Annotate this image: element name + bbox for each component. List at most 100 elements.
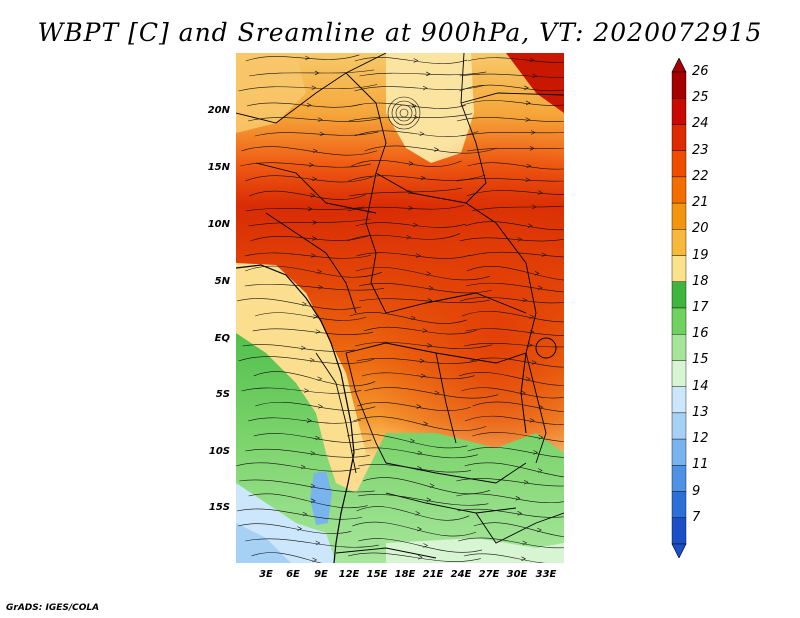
streamline-arrow bbox=[537, 527, 542, 533]
colorbar bbox=[671, 58, 687, 558]
streamline bbox=[244, 283, 385, 291]
streamline bbox=[248, 493, 368, 509]
streamline bbox=[460, 100, 564, 107]
streamline-vortex bbox=[387, 96, 421, 130]
streamline bbox=[249, 69, 375, 77]
streamline bbox=[238, 523, 352, 534]
streamline-arrow bbox=[417, 465, 423, 471]
streamline-arrow bbox=[522, 540, 528, 546]
streamline bbox=[358, 538, 483, 553]
streamline-arrow bbox=[423, 421, 429, 426]
streamline-arrow bbox=[411, 103, 417, 108]
streamline-arrow bbox=[415, 511, 421, 516]
streamline-arrow bbox=[534, 271, 540, 276]
lon-label: 30E bbox=[506, 569, 528, 580]
streamline bbox=[461, 131, 564, 137]
streamline bbox=[469, 251, 564, 258]
streamline bbox=[459, 84, 564, 92]
streamline bbox=[473, 522, 564, 537]
lake-tanganyika-outline bbox=[520, 352, 527, 434]
streamline-arrow bbox=[315, 540, 321, 546]
colorbar-label: 16 bbox=[692, 326, 709, 342]
streamline-arrow bbox=[527, 223, 533, 228]
streamline bbox=[356, 252, 471, 259]
streamline-arrow bbox=[538, 190, 543, 195]
lat-label: 10N bbox=[207, 219, 230, 230]
streamline-arrow bbox=[416, 404, 422, 409]
streamline-arrow bbox=[406, 235, 412, 240]
streamline bbox=[456, 117, 564, 122]
lon-label: 18E bbox=[394, 569, 416, 580]
colorbar-swatch bbox=[671, 202, 687, 230]
streamline-arrow bbox=[309, 357, 315, 363]
colorbar-swatch bbox=[671, 71, 687, 99]
streamline bbox=[355, 341, 493, 349]
colorbar-label: 25 bbox=[692, 90, 709, 106]
streamline-arrow bbox=[410, 315, 416, 321]
colorbar-swatch bbox=[671, 281, 687, 309]
colorbar-swatch bbox=[671, 307, 687, 335]
streamline-arrow bbox=[305, 55, 310, 61]
streamline-arrow bbox=[310, 450, 316, 456]
streamline bbox=[459, 73, 564, 78]
streamline-arrow bbox=[537, 468, 543, 473]
streamline bbox=[250, 235, 369, 242]
lake-victoria-outline bbox=[535, 337, 557, 359]
streamlines bbox=[236, 54, 564, 563]
streamline bbox=[459, 237, 564, 242]
colorbar-label: 15 bbox=[692, 352, 709, 368]
streamline-arrow bbox=[306, 102, 312, 108]
streamline bbox=[461, 311, 564, 323]
streamline bbox=[246, 102, 362, 108]
streamline bbox=[357, 402, 471, 411]
streamline-arrow bbox=[523, 479, 529, 485]
colorbar-swatch bbox=[671, 491, 687, 518]
streamline-arrow bbox=[515, 496, 521, 501]
streamline bbox=[361, 372, 475, 380]
streamline-arrow bbox=[422, 328, 428, 333]
colorbar-swatch bbox=[671, 334, 687, 361]
streamline bbox=[467, 447, 564, 458]
streamline-arrow bbox=[312, 220, 318, 225]
streamline bbox=[251, 552, 322, 563]
streamline-arrow bbox=[315, 435, 321, 441]
streamline bbox=[456, 478, 564, 487]
streamline-arrow bbox=[537, 285, 543, 291]
streamline-arrow bbox=[408, 189, 413, 195]
lon-label: 3E bbox=[259, 569, 273, 580]
streamline-arrow bbox=[417, 526, 423, 532]
streamline-arrow bbox=[311, 85, 317, 91]
streamline-vortex bbox=[395, 104, 413, 122]
streamline-arrow bbox=[304, 388, 309, 393]
streamline-arrow bbox=[420, 175, 426, 181]
streamline-arrow bbox=[310, 483, 316, 489]
streamline-arrow bbox=[315, 329, 321, 334]
streamline-arrow bbox=[297, 526, 303, 531]
streamline-arrow bbox=[408, 161, 414, 166]
streamline bbox=[464, 342, 564, 348]
streamline-arrow bbox=[529, 314, 535, 319]
colorbar-swatch bbox=[671, 124, 687, 151]
streamline-arrow bbox=[319, 131, 325, 137]
streamline-arrow bbox=[307, 418, 312, 423]
streamline-arrow bbox=[300, 345, 306, 351]
streamline bbox=[245, 206, 365, 212]
map-canvas bbox=[236, 53, 564, 563]
streamline-arrow bbox=[531, 204, 537, 210]
streamline bbox=[347, 233, 461, 242]
streamline-arrow bbox=[426, 497, 432, 503]
streamline bbox=[245, 265, 382, 278]
footer-credit: GrADS: IGES/COLA bbox=[6, 603, 100, 613]
streamline bbox=[351, 159, 462, 167]
colorbar-label: 19 bbox=[692, 247, 709, 263]
lat-label: EQ bbox=[214, 333, 230, 344]
streamline-vortex bbox=[391, 100, 417, 126]
streamline bbox=[241, 146, 378, 156]
streamline-arrow bbox=[312, 176, 317, 182]
streamline-arrow bbox=[531, 360, 537, 365]
streamline-arrow bbox=[524, 85, 529, 91]
colorbar-swatch bbox=[671, 412, 687, 440]
lat-label: 5S bbox=[215, 389, 230, 400]
colorbar-swatch bbox=[671, 438, 687, 466]
streamline bbox=[237, 508, 363, 520]
